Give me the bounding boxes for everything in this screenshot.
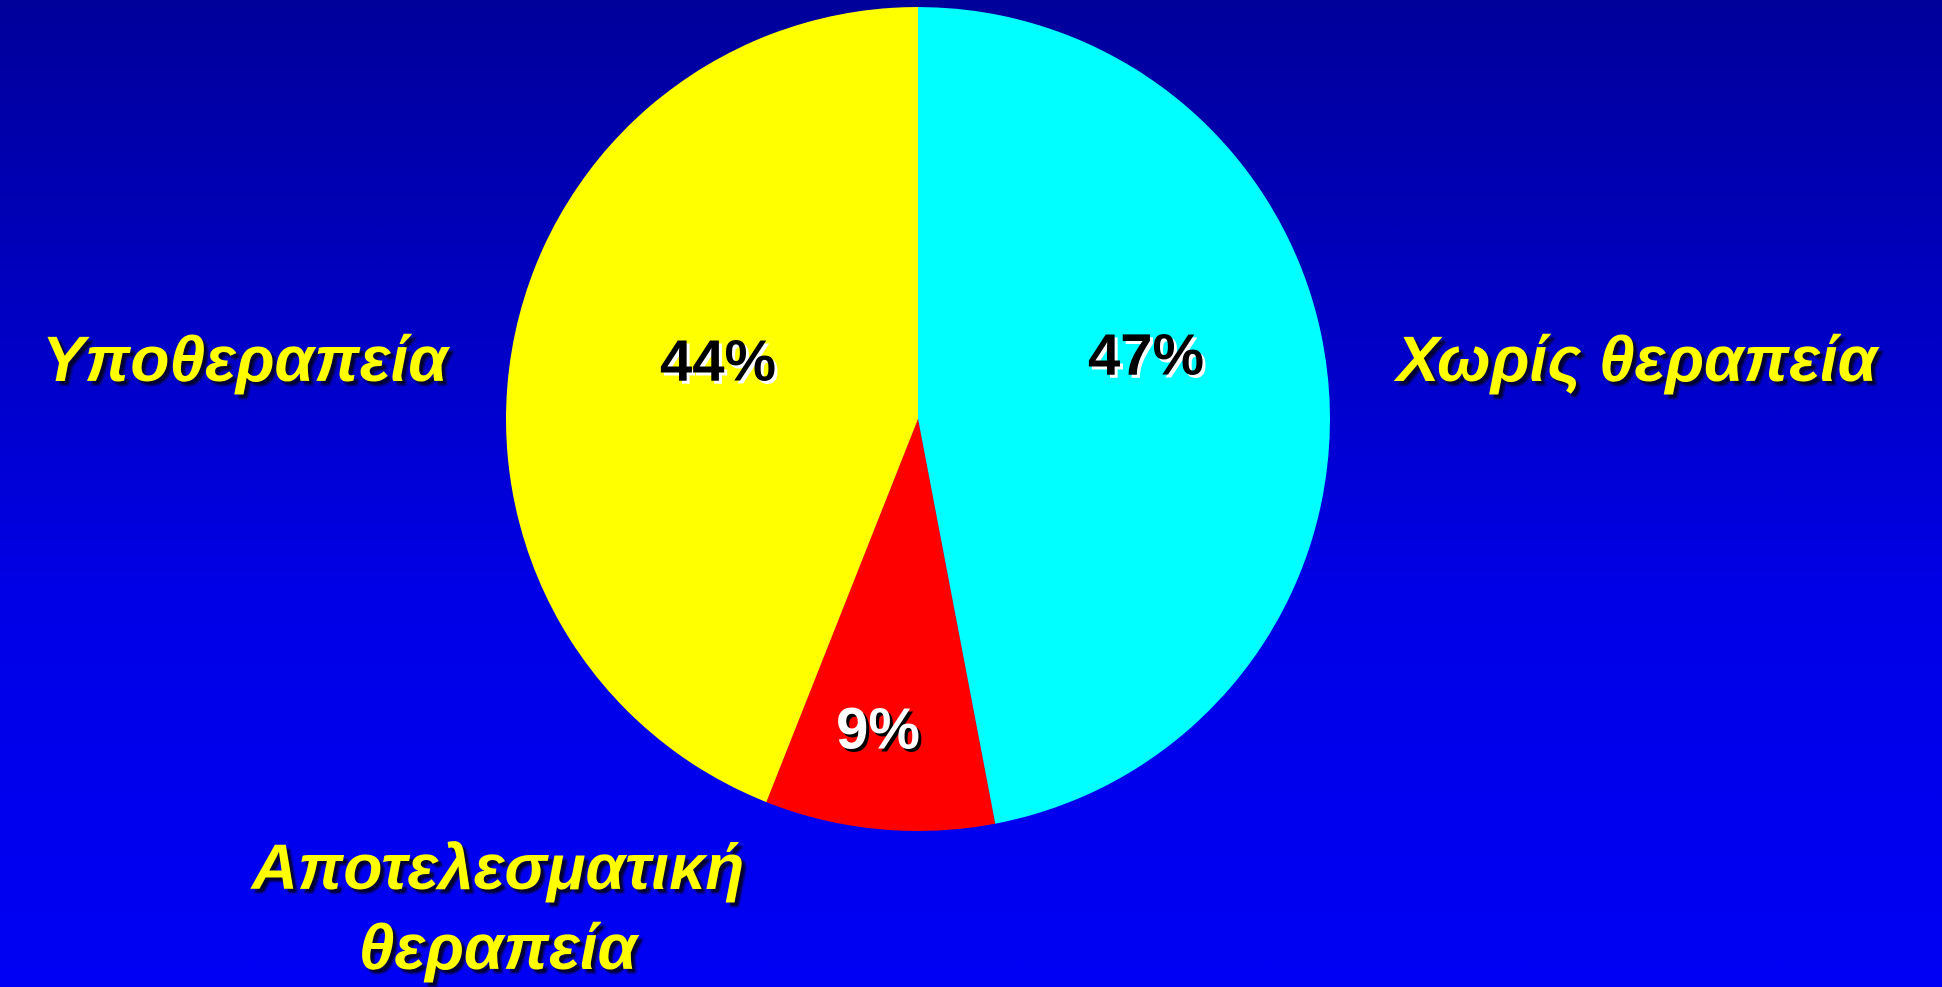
category-label: Χωρίς θεραπεία	[1396, 323, 1878, 395]
value-label: 44%	[660, 328, 776, 393]
value-label-shadow: 47%	[1091, 325, 1207, 390]
value-label-shadow: 9%	[839, 699, 923, 764]
value-label: 9%	[836, 696, 920, 761]
value-label: 47%	[1088, 322, 1204, 387]
pie-slice	[505, 7, 918, 803]
category-label: Υποθεραπεία	[42, 323, 448, 395]
pie-slice	[918, 7, 1330, 824]
category-label: Αποτελεσματική θεραπεία	[251, 831, 745, 983]
pie-slice	[766, 419, 996, 831]
value-label-shadow: 44%	[663, 331, 779, 396]
